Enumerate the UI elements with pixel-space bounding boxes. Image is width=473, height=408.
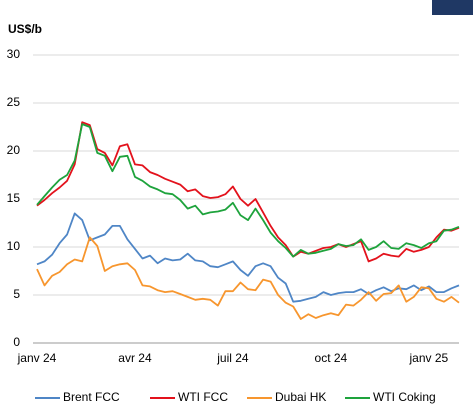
y-tick-label: 15 xyxy=(7,191,21,205)
x-tick-label: avr 24 xyxy=(118,351,152,365)
series-line xyxy=(36,212,460,303)
series-line xyxy=(36,123,460,258)
x-tick-label: juil 24 xyxy=(216,351,249,365)
legend-label: Brent FCC xyxy=(63,390,120,404)
y-tick-label: 5 xyxy=(13,287,20,301)
corner-badge xyxy=(432,0,473,15)
legend-label: Dubai HK xyxy=(275,390,326,404)
y-tick-label: 20 xyxy=(7,143,21,157)
legend-label: WTI FCC xyxy=(178,390,228,404)
x-tick-label: oct 24 xyxy=(315,351,348,365)
y-tick-label: 30 xyxy=(7,47,21,61)
y-tick-label: 0 xyxy=(13,335,20,349)
x-tick-label: janv 25 xyxy=(409,351,449,365)
y-axis-label: US$/b xyxy=(8,22,42,36)
series-line xyxy=(36,121,460,263)
series-line xyxy=(36,236,460,320)
y-tick-label: 10 xyxy=(7,239,21,253)
legend-label: WTI Coking xyxy=(373,390,436,404)
y-tick-label: 25 xyxy=(7,95,21,109)
x-tick-label: janv 24 xyxy=(17,351,57,365)
